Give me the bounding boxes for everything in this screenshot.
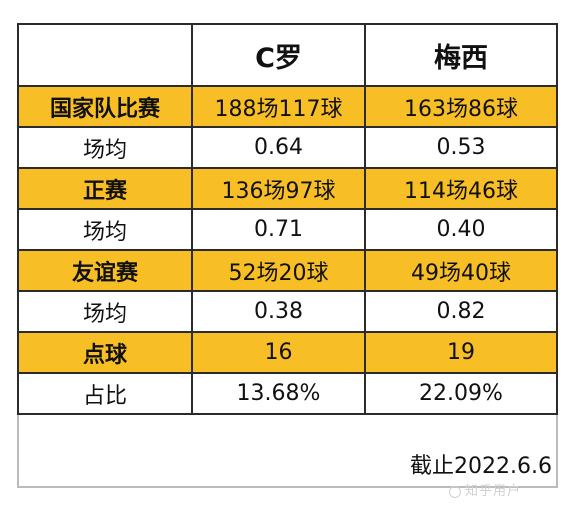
- table-row: 占比 13.68% 22.09%: [17, 372, 558, 415]
- row-value-player-1: 0.38: [191, 290, 366, 333]
- row-label: 场均: [17, 208, 193, 251]
- row-value-player-2: 22.09%: [364, 372, 558, 415]
- row-value-player-2: 19: [364, 331, 558, 374]
- row-label: 场均: [17, 126, 193, 169]
- table-row: 国家队比赛 188场117球 163场86球: [17, 85, 558, 128]
- row-label: 友谊赛: [17, 249, 193, 292]
- row-label: 点球: [17, 331, 193, 374]
- row-label: 国家队比赛: [17, 85, 193, 128]
- header-player-2: 梅西: [364, 23, 558, 87]
- row-value-player-1: 0.64: [191, 126, 366, 169]
- row-label: 正赛: [17, 167, 193, 210]
- row-label: 占比: [17, 372, 193, 415]
- row-value-player-2: 0.40: [364, 208, 558, 251]
- table-row: 正赛 136场97球 114场46球: [17, 167, 558, 210]
- row-value-player-2: 0.82: [364, 290, 558, 333]
- row-value-player-1: 52场20球: [191, 249, 366, 292]
- header-corner-cell: [17, 23, 193, 87]
- row-value-player-1: 188场117球: [191, 85, 366, 128]
- row-value-player-1: 13.68%: [191, 372, 366, 415]
- row-label: 场均: [17, 290, 193, 333]
- header-player-1: C罗: [191, 23, 366, 87]
- row-value-player-1: 136场97球: [191, 167, 366, 210]
- watermark-icon: [449, 485, 461, 498]
- footer-row: 截止2022.6.6: [17, 413, 558, 488]
- row-value-player-2: 163场86球: [364, 85, 558, 128]
- header-row: C罗 梅西: [17, 23, 558, 87]
- watermark: 知乎用户: [449, 480, 521, 499]
- comparison-table: C罗 梅西 国家队比赛 188场117球 163场86球 场均 0.64 0.5…: [17, 23, 558, 488]
- table-row: 点球 16 19: [17, 331, 558, 374]
- footer-date-note: 截止2022.6.6: [17, 413, 558, 488]
- row-value-player-2: 49场40球: [364, 249, 558, 292]
- table-row: 场均 0.71 0.40: [17, 208, 558, 251]
- row-value-player-2: 114场46球: [364, 167, 558, 210]
- table-row: 友谊赛 52场20球 49场40球: [17, 249, 558, 292]
- row-value-player-2: 0.53: [364, 126, 558, 169]
- table-row: 场均 0.38 0.82: [17, 290, 558, 333]
- row-value-player-1: 16: [191, 331, 366, 374]
- row-value-player-1: 0.71: [191, 208, 366, 251]
- table-row: 场均 0.64 0.53: [17, 126, 558, 169]
- watermark-text: 知乎用户: [465, 484, 522, 499]
